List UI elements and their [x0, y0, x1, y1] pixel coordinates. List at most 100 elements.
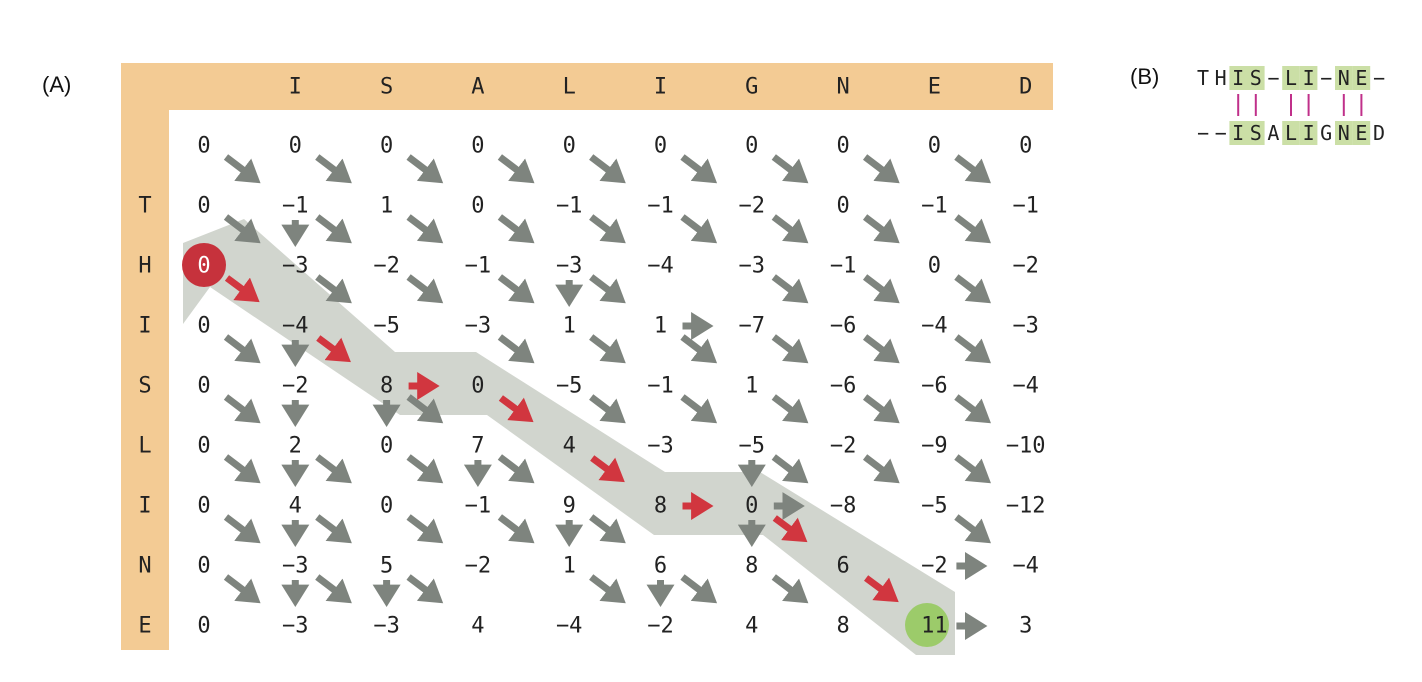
matrix-cell: 8	[836, 614, 849, 639]
matrix-cell: −8	[830, 494, 857, 519]
red-diagonal-arrow	[590, 455, 625, 483]
gray-diagonal-arrow	[223, 154, 261, 184]
matrix-cell: 0	[380, 434, 393, 459]
gray-diagonal-arrow	[315, 514, 352, 544]
gray-diagonal-arrow	[954, 214, 991, 244]
matrix-cell: 1	[745, 374, 758, 399]
matrix-cell: 7	[471, 434, 484, 459]
gray-diagonal-arrow	[862, 454, 900, 484]
gray-diagonal-arrow	[497, 514, 535, 544]
matrix-cell: 0	[928, 134, 941, 159]
gray-diagonal-arrow	[954, 334, 991, 364]
matrix-cell: −9	[921, 434, 948, 459]
alignment-top-char: T	[1197, 66, 1209, 90]
alignment-bottom-sequence: − − I S A L I G N E D	[1197, 121, 1385, 145]
alignment-bottom-char: −	[1215, 121, 1227, 145]
matrix-cell: 0	[289, 134, 302, 159]
gray-diagonal-arrow	[954, 154, 991, 184]
matrix-cell: 0	[380, 134, 393, 159]
column-header: E	[928, 75, 941, 100]
alignment-highlight-top	[1335, 66, 1353, 90]
matrix-cell: −1	[921, 194, 948, 219]
matrix-cell: 8	[745, 554, 758, 579]
matrix-cell: 0	[471, 134, 484, 159]
gray-diagonal-arrow	[954, 514, 991, 544]
alignment-match-bars	[1237, 94, 1363, 116]
alignment-bottom-char: N	[1338, 121, 1350, 145]
matrix-cell: −4	[556, 614, 583, 639]
row-header: I	[138, 494, 151, 519]
alignment-top-char: −	[1320, 66, 1332, 90]
red-diagonal-arrow	[498, 395, 534, 423]
matrix-cell: −4	[282, 314, 309, 339]
gray-diagonal-arrow	[315, 154, 352, 184]
gray-diagonal-arrow	[680, 154, 718, 184]
matrix-cell: −2	[921, 554, 948, 579]
alignment-bottom-char: I	[1232, 121, 1244, 145]
alignment-highlights	[1229, 66, 1371, 145]
gray-diagonal-arrow	[954, 394, 991, 424]
matrix-cell: −2	[739, 194, 766, 219]
alignment-highlight-bottom	[1299, 121, 1318, 145]
matrix-cell: −4	[1012, 374, 1039, 399]
gray-diagonal-arrow	[589, 514, 626, 544]
gray-diagonal-arrow	[862, 334, 900, 364]
matrix-cell: −2	[1012, 254, 1039, 279]
matrix-cell: −1	[647, 194, 674, 219]
gray-diagonal-arrow	[497, 454, 535, 484]
alignment-bottom-char: G	[1320, 121, 1332, 145]
row-header: S	[138, 374, 151, 399]
matrix-cell: −5	[556, 374, 583, 399]
gray-diagonal-arrow	[223, 394, 261, 424]
gray-diagonal-arrow	[497, 154, 535, 184]
matrix-cell: 1	[563, 314, 576, 339]
gray-diagonal-arrow	[315, 454, 352, 484]
red-diagonal-arrow	[772, 515, 808, 543]
end-circle	[905, 603, 949, 647]
gray-diagonal-arrow	[771, 454, 809, 484]
gray-diagonal-arrow	[315, 274, 352, 304]
gray-diagonal-arrow	[771, 274, 809, 304]
gray-diagonal-arrow	[406, 274, 444, 304]
matrix-cell: −3	[282, 614, 309, 639]
matrix-cell: 0	[836, 194, 849, 219]
matrix-cell: 0	[380, 494, 393, 519]
row-header: I	[138, 314, 151, 339]
matrix-cell: −5	[739, 434, 766, 459]
alignment-top-char: H	[1215, 66, 1227, 90]
gray-diagonal-arrow	[862, 274, 900, 304]
matrix-cell: −6	[830, 314, 857, 339]
column-header: I	[289, 75, 302, 100]
gray-diagonal-arrow	[223, 514, 261, 544]
matrix-cell: −3	[1012, 314, 1039, 339]
column-header: A	[471, 75, 484, 100]
alignment-top-sequence: T H I S − L I − N E −	[1197, 66, 1385, 90]
gray-diagonal-arrow	[497, 274, 535, 304]
row-header: E	[138, 614, 151, 639]
matrix-cell: −4	[1012, 554, 1039, 579]
matrix-cell: 0	[197, 134, 210, 159]
matrix-cell: 0	[197, 554, 210, 579]
matrix-cell: 2	[289, 434, 302, 459]
matrix-cell: −6	[921, 374, 948, 399]
gray-arrows	[223, 154, 991, 640]
matrix-cell: −1	[465, 494, 492, 519]
alignment-highlight-top	[1282, 66, 1300, 90]
matrix-cell: −10	[1006, 434, 1046, 459]
row-header: L	[138, 434, 151, 459]
alignment-top-char: I	[1232, 66, 1244, 90]
gray-diagonal-arrow	[862, 154, 900, 184]
alignment-bottom-char: I	[1303, 121, 1315, 145]
matrix-cell: −5	[921, 494, 948, 519]
column-header: N	[836, 75, 849, 100]
matrix-cell: −1	[830, 254, 857, 279]
gray-diagonal-arrow	[223, 334, 261, 364]
gray-diagonal-arrow	[497, 214, 535, 244]
traceback-path-band	[183, 219, 955, 655]
matrix-cell: −4	[921, 314, 948, 339]
matrix-cell: −2	[373, 254, 400, 279]
column-header: S	[380, 75, 393, 100]
matrix-cell: −3	[373, 614, 400, 639]
red-path-arrows	[224, 275, 899, 603]
